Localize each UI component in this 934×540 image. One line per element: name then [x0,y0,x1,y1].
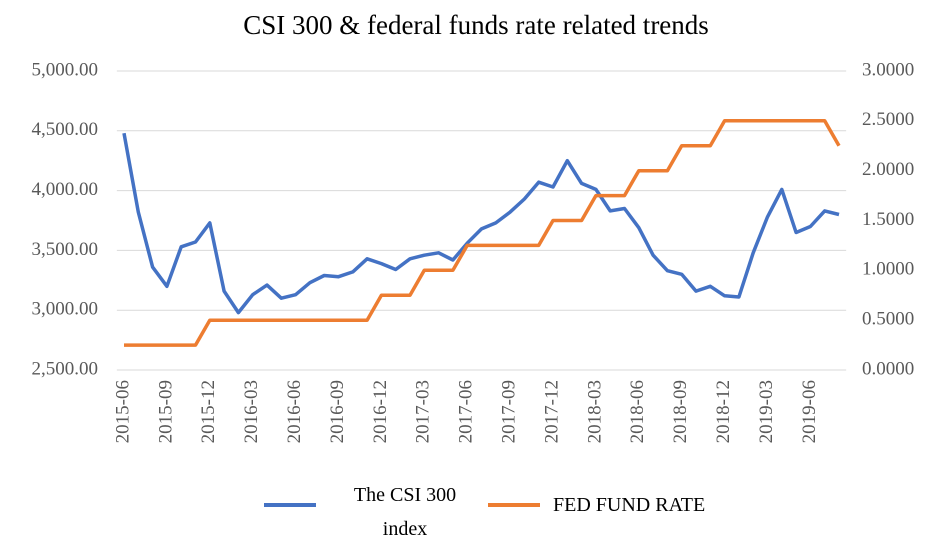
y2-tick-label: 0.5000 [862,309,914,330]
x-tick-label: 2017-12 [541,380,562,443]
x-tick-label: 2015-06 [112,380,133,443]
x-tick-label: 2016-09 [327,380,348,443]
x-tick-label: 2016-12 [370,380,391,443]
x-tick-label: 2017-09 [498,380,519,443]
y-tick-label: 5,000.00 [32,59,99,80]
y2-tick-label: 1.0000 [862,259,914,280]
x-tick-label: 2015-12 [198,380,219,443]
x-tick-label: 2018-06 [627,380,648,443]
series-line [124,119,841,347]
y2-tick-label: 1.5000 [862,209,914,230]
x-tick-label: 2017-06 [456,380,477,443]
series-line [122,132,840,315]
x-tick-label: 2016-06 [284,380,305,443]
x-tick-label: 2015-09 [155,380,176,443]
x-tick-label: 2018-12 [713,380,734,443]
y-tick-label: 2,500.00 [32,358,99,379]
y2-tick-label: 2.0000 [862,159,914,180]
y2-tick-label: 0.0000 [862,358,914,379]
x-tick-label: 2018-09 [670,380,691,443]
x-tick-label: 2016-03 [241,380,262,443]
y2-tick-label: 2.5000 [862,109,914,130]
y-tick-label: 3,000.00 [32,299,99,320]
legend-label: The CSI 300 index [353,484,457,540]
y-tick-label: 3,500.00 [32,239,99,260]
y2-tick-label: 3.0000 [862,59,914,80]
legend-label: FED FUND RATE [553,494,706,516]
x-tick-label: 2019-06 [799,380,820,443]
chart-title: CSI 300 & federal funds rate related tre… [243,10,709,40]
y-tick-label: 4,500.00 [32,119,99,140]
x-tick-label: 2018-03 [584,380,605,443]
x-tick-label: 2019-03 [756,380,777,443]
y-tick-label: 4,000.00 [32,179,99,200]
x-tick-label: 2017-03 [413,380,434,443]
